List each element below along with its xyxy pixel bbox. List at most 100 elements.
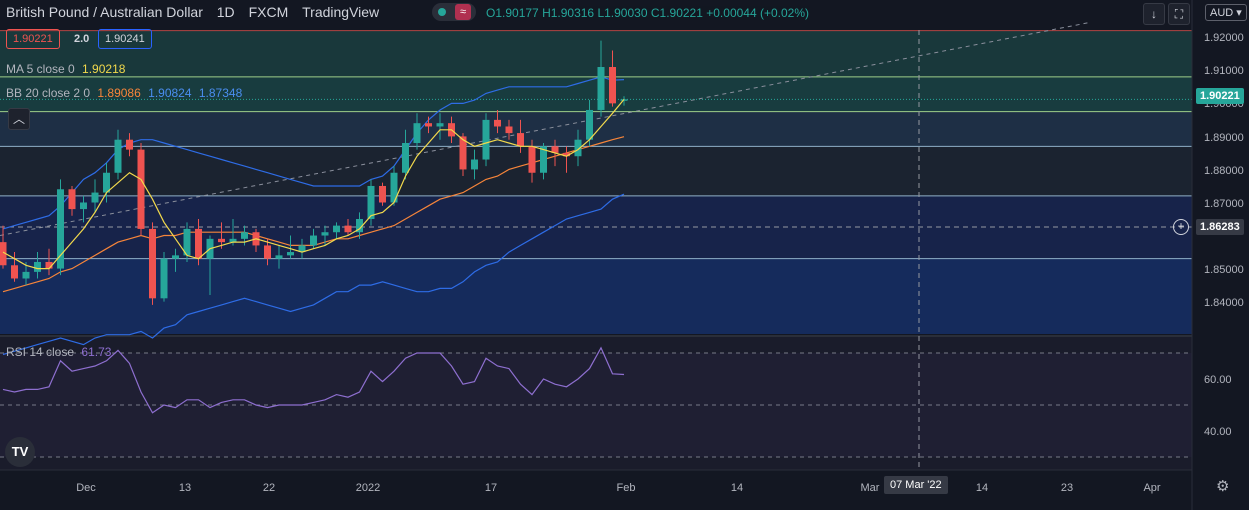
price-tick-label: 1.89000	[1204, 132, 1244, 144]
status-dot-icon	[438, 8, 446, 16]
candle-body	[45, 261, 53, 269]
sell-button[interactable]: 1.90221	[6, 29, 60, 49]
ma-legend[interactable]: MA 5 close 0 1.90218	[6, 62, 125, 76]
currency-selector[interactable]: AUD ▾	[1205, 4, 1247, 21]
candle-body	[91, 192, 99, 203]
candle-body	[597, 67, 605, 110]
candle-body	[310, 235, 317, 246]
fullscreen-button[interactable]: ⛶	[1168, 3, 1190, 25]
candle-body	[528, 146, 536, 173]
cursor-price-tag: 1.86283	[1196, 219, 1244, 235]
candle-body	[356, 219, 363, 233]
exchange: FXCM	[248, 4, 289, 20]
rsi-line	[2, 346, 625, 414]
chart-header: British Pound / Australian Dollar 1D FXC…	[6, 4, 379, 20]
candle-body	[264, 245, 271, 259]
bb-legend[interactable]: BB 20 close 2 0 1.89086 1.90824 1.87348	[6, 86, 242, 100]
rsi-background	[0, 336, 1192, 470]
candle-body	[218, 238, 225, 243]
candle-body	[229, 238, 237, 243]
interval[interactable]: 1D	[216, 4, 235, 20]
currency-icon: ≈	[455, 4, 471, 20]
scroll-down-button[interactable]: ↓	[1143, 3, 1165, 25]
candle-body	[333, 225, 340, 233]
candle-body	[34, 261, 41, 272]
time-tick-label: 22	[263, 482, 275, 494]
candle-body	[241, 232, 248, 239]
buy-button[interactable]: 1.90241	[98, 29, 152, 49]
candle-body	[471, 159, 478, 170]
cursor-date-tag: 07 Mar '22	[884, 476, 948, 494]
ma-value: 1.90218	[82, 62, 126, 76]
rsi-pane	[0, 346, 1192, 458]
candle-body	[0, 242, 7, 266]
time-tick-label: Dec	[76, 482, 96, 494]
trend-line	[0, 21, 1091, 237]
candle-body	[413, 123, 421, 144]
candle-body	[114, 139, 122, 173]
candle-body	[183, 228, 191, 256]
candle-body	[80, 202, 87, 210]
price-tick-label: 1.85000	[1204, 264, 1244, 276]
rsi-band	[0, 353, 1192, 457]
candle-body	[195, 228, 202, 259]
rsi-label: RSI 14 close	[6, 345, 75, 359]
candle-body	[172, 255, 179, 259]
price-tick-label: 1.91000	[1204, 65, 1244, 77]
chevron-up-icon: ︿	[12, 112, 25, 126]
rsi-tick-label: 40.00	[1204, 426, 1232, 438]
candle-body	[298, 245, 306, 253]
price-tick-label: 1.88000	[1204, 165, 1244, 177]
tradingview-logo[interactable]: TV	[5, 437, 35, 467]
candle-body	[517, 133, 524, 147]
price-zone	[0, 258, 1192, 334]
gear-icon[interactable]: ⚙	[1216, 478, 1230, 495]
rsi-value: 61.73	[81, 345, 112, 359]
candle-body	[402, 143, 409, 173]
ma-label: MA 5 close 0	[6, 62, 75, 76]
change-value: +0.00044 (+0.02%)	[706, 6, 809, 20]
price-zone	[0, 111, 1192, 147]
symbol-title[interactable]: British Pound / Australian Dollar	[6, 4, 203, 20]
price-tick-label: 1.87000	[1204, 198, 1244, 210]
rsi-legend[interactable]: RSI 14 close 61.73	[6, 345, 111, 359]
candle-body	[68, 189, 76, 210]
fullscreen-icon: ⛶	[1174, 7, 1184, 21]
collapse-legend-button[interactable]: ︿	[8, 108, 30, 130]
time-axis	[0, 470, 1249, 510]
candle-body	[494, 119, 501, 127]
price-zone	[0, 146, 1192, 196]
candle-body	[574, 139, 582, 157]
time-tick-label: Apr	[1143, 482, 1160, 494]
high-value: H1.90316	[542, 6, 595, 20]
arrow-down-icon: ↓	[1151, 7, 1157, 21]
moving-average	[2, 99, 625, 270]
candle-body	[160, 258, 168, 299]
source: TradingView	[302, 4, 380, 20]
add-alert-icon[interactable]: +	[1173, 219, 1189, 235]
time-tick-label: Feb	[617, 482, 636, 494]
chevron-down-icon: ▾	[1233, 7, 1242, 19]
candle-body	[149, 228, 156, 299]
price-axis	[1192, 0, 1249, 510]
candle-body	[275, 255, 283, 259]
time-tick-label: 14	[731, 482, 743, 494]
market-status-toggle[interactable]: ≈	[432, 3, 476, 21]
time-tick-label: 2022	[356, 482, 380, 494]
price-zone	[0, 30, 1192, 77]
spread-value: 2.0	[74, 33, 90, 45]
open-value: O1.90177	[486, 6, 539, 20]
candle-body	[425, 123, 432, 127]
candle-body	[22, 271, 30, 279]
candle-body	[287, 252, 294, 256]
bb-upper-value: 1.90824	[148, 86, 192, 100]
candle-body	[321, 232, 329, 236]
time-tick-label: 17	[485, 482, 497, 494]
candle-body	[367, 185, 375, 220]
currency-label: AUD	[1210, 7, 1234, 19]
bb-label: BB 20 close 2 0	[6, 86, 91, 100]
candle-body	[505, 126, 513, 134]
candle-body	[436, 123, 444, 127]
candle-body	[459, 136, 467, 170]
